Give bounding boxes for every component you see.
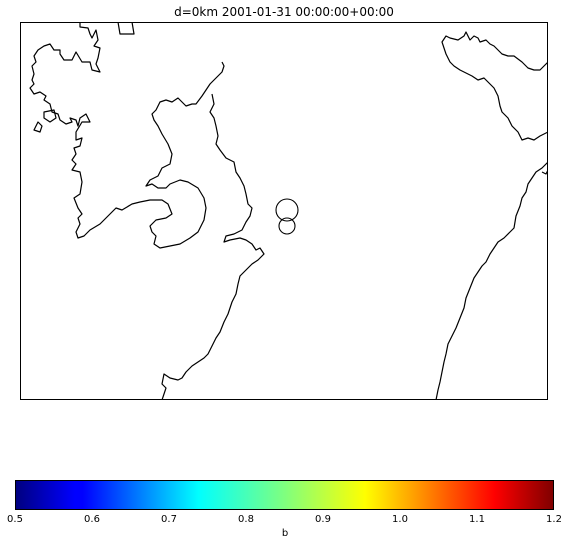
colorbar-gradient [15,480,554,510]
colorbar-label: b [281,528,289,539]
scatter-point [275,198,299,222]
map-frame [20,22,548,400]
colorbar-tick-label: 0.6 [84,514,100,525]
scatter-point [278,217,296,235]
colorbar-tick-label: 0.7 [161,514,177,525]
colorbar-tick-label: 0.5 [7,514,23,525]
chart-title: d=0km 2001-01-31 00:00:00+00:00 [174,5,394,19]
colorbar-tick-label: 0.9 [315,514,331,525]
colorbar [15,480,554,510]
map-plot-area [20,22,548,400]
colorbar-tick-label: 0.8 [238,514,254,525]
colorbar-tick-label: 1.2 [546,514,562,525]
coastline [29,22,548,400]
colorbar-tick-label: 1.0 [392,514,408,525]
colorbar-tick-label: 1.1 [469,514,485,525]
